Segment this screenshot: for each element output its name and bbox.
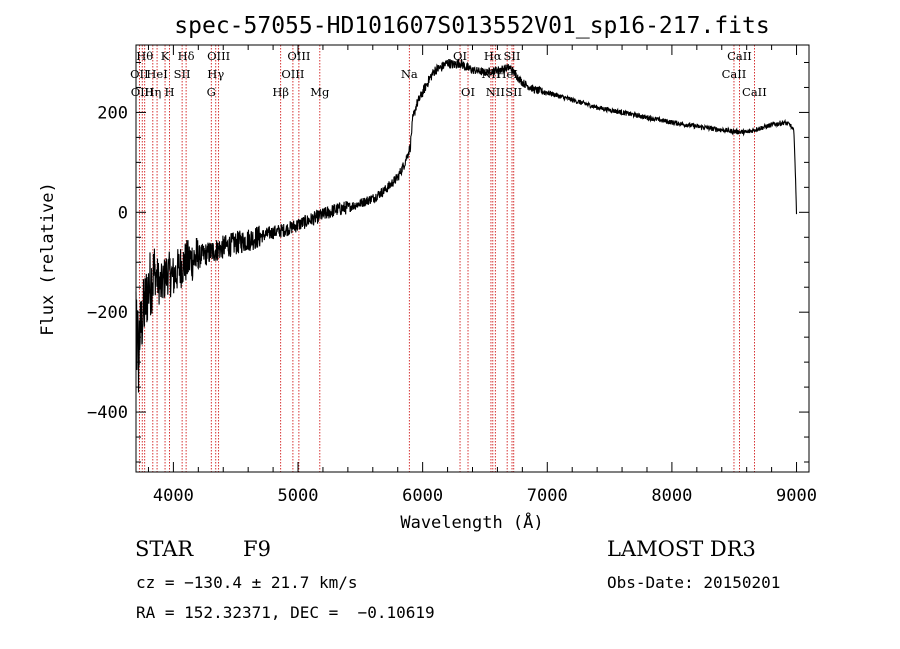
- line-label-3: Hη: [144, 85, 161, 99]
- line-label-15: Mg: [310, 85, 330, 99]
- object-type: STAR: [135, 537, 194, 561]
- spectrum-chart: spec-57055-HD101607S013552V01_sp16-217.f…: [38, 13, 817, 533]
- line-label-26: CaII: [727, 49, 752, 63]
- line-label-5: K: [161, 49, 170, 63]
- line-label-6: H: [165, 85, 175, 99]
- x-tick-label-0: 4000: [153, 486, 194, 506]
- x-tick-label-3: 7000: [527, 486, 568, 506]
- x-tick-label-1: 5000: [278, 486, 319, 506]
- line-label-7: SII: [174, 67, 191, 81]
- line-label-4: HeI: [146, 67, 167, 81]
- x-axis-ticks: 4000 5000 6000 7000 8000 9000: [147, 45, 817, 506]
- survey-name: LAMOST DR3: [607, 537, 756, 561]
- plot-frame: [135, 44, 810, 473]
- x-axis-label: Wavelength (Å): [400, 511, 543, 533]
- line-label-21: NII: [486, 85, 505, 99]
- line-label-17: OI: [453, 49, 467, 63]
- emission-line-markers: [138, 45, 755, 472]
- y-tick-label-2: 0: [118, 203, 128, 223]
- line-label-20: Hα: [484, 49, 502, 63]
- line-label-10: Hγ: [207, 67, 224, 81]
- line-label-8: Hδ: [178, 49, 195, 63]
- redshift-velocity: cz = −130.4 ± 21.7 km/s: [136, 573, 358, 592]
- x-tick-label-5: 9000: [776, 486, 817, 506]
- x-tick-label-4: 8000: [651, 486, 692, 506]
- line-label-2: Hθ: [136, 49, 153, 63]
- y-axis-label: Flux (relative): [38, 182, 58, 336]
- line-label-14: OIII: [287, 49, 310, 63]
- observation-date: Obs-Date: 20150201: [607, 573, 781, 592]
- y-tick-label-3: 200: [97, 103, 128, 123]
- line-label-13: OIII: [281, 67, 304, 81]
- coordinates: RA = 152.32371, DEC = −0.10619: [136, 603, 435, 622]
- line-label-0: OII: [130, 67, 149, 81]
- line-label-12: Hβ: [272, 85, 289, 99]
- line-label-9: G: [207, 85, 216, 99]
- spectrum-line: [135, 58, 798, 393]
- line-label-25: CaII: [722, 67, 747, 81]
- emission-line-labels: OIIOIIIHθHηHeIKHSIIHδGHγOIIIHβOIIIOIIIMg…: [130, 49, 767, 99]
- line-label-27: CaII: [742, 85, 767, 99]
- line-label-18: OI: [461, 85, 475, 99]
- line-label-24: SII: [505, 85, 522, 99]
- line-label-16: Na: [401, 67, 418, 81]
- chart-title: spec-57055-HD101607S013552V01_sp16-217.f…: [174, 13, 769, 39]
- y-tick-label-1: −200: [87, 303, 128, 323]
- line-label-23: SII: [504, 49, 521, 63]
- y-tick-label-0: −400: [87, 403, 128, 423]
- line-label-11: OIII: [207, 49, 230, 63]
- x-tick-label-2: 6000: [402, 486, 443, 506]
- y-axis-ticks: −400 −200 0 200: [87, 61, 809, 463]
- spectral-subclass: F9: [243, 537, 271, 561]
